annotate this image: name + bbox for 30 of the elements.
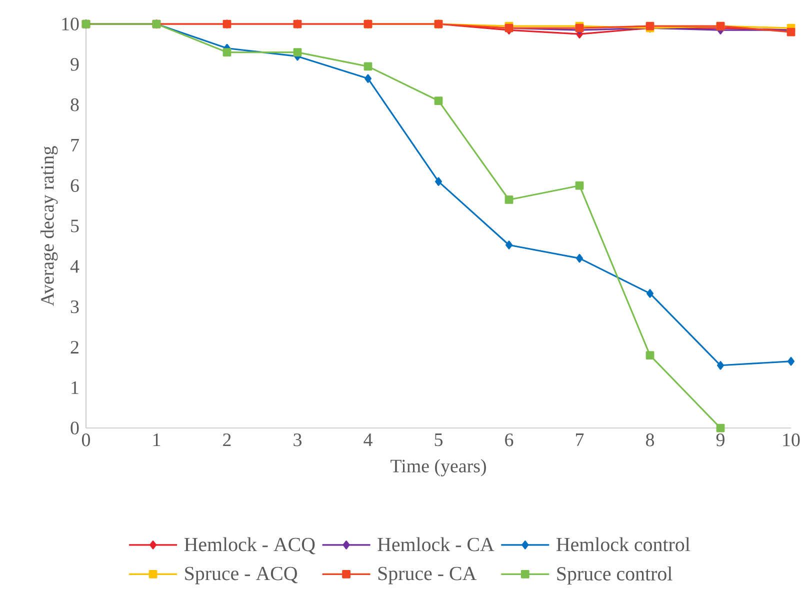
legend-label: Hemlock - CA bbox=[378, 537, 494, 552]
x-tick-label: 3 bbox=[294, 434, 302, 446]
y-axis-title: Average decay rating bbox=[40, 146, 58, 306]
y-tick-label: 10 bbox=[62, 18, 79, 30]
x-tick-label: 5 bbox=[434, 434, 442, 446]
x-tick-label: 7 bbox=[576, 434, 584, 446]
x-tick-label: 9 bbox=[716, 434, 724, 446]
y-tick-label: 5 bbox=[71, 220, 79, 232]
y-tick-label: 2 bbox=[70, 340, 78, 354]
x-tick-label: 4 bbox=[364, 434, 372, 446]
y-tick-label: 7 bbox=[71, 139, 79, 152]
x-tick-label: 2 bbox=[223, 434, 231, 446]
legend-label: Spruce - CA bbox=[378, 566, 477, 584]
legend-label: Hemlock - ACQ bbox=[184, 537, 316, 554]
y-tick-label: 8 bbox=[70, 98, 79, 112]
y-tick-label: 1 bbox=[72, 381, 78, 394]
legend-label: Spruce - ACQ bbox=[185, 566, 298, 584]
y-tick-label: 0 bbox=[70, 422, 79, 434]
y-tick-label: 9 bbox=[70, 58, 79, 71]
legend-label: Spruce control bbox=[557, 566, 672, 585]
x-tick-label: 0 bbox=[82, 434, 90, 446]
y-tick-label: 4 bbox=[70, 260, 80, 273]
x-tick-label: 8 bbox=[646, 434, 654, 446]
x-tick-label: 6 bbox=[505, 434, 514, 446]
x-tick-label: 10 bbox=[783, 434, 800, 446]
x-axis-title: Time (years) bbox=[390, 459, 486, 476]
y-tick-label: 6 bbox=[70, 179, 79, 192]
legend-label: Hemlock control bbox=[556, 537, 690, 552]
y-tick-label: 3 bbox=[70, 300, 79, 314]
x-tick-label: 1 bbox=[153, 434, 160, 446]
